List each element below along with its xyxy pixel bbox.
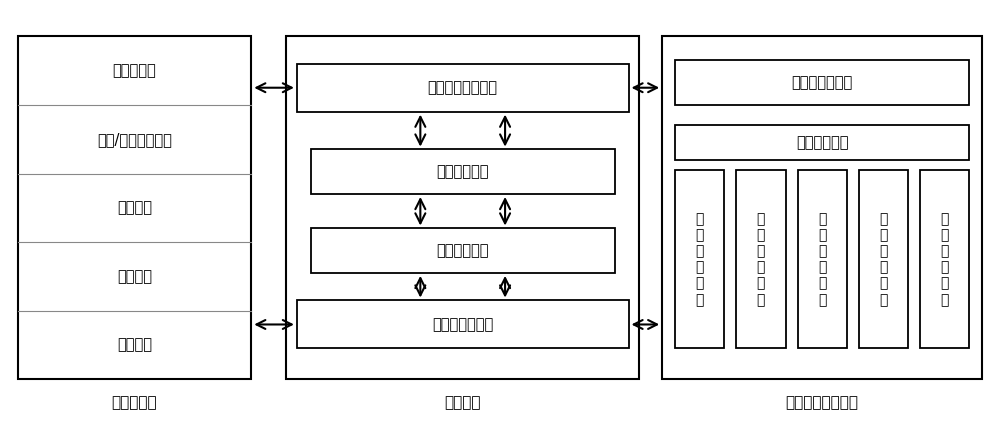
Bar [920, 170, 969, 349]
Bar [18, 36, 251, 379]
Text: 监控模式设置: 监控模式设置 [796, 135, 848, 150]
Text: 故障记录: 故障记录 [117, 338, 152, 353]
Text: 线程调度: 线程调度 [444, 395, 481, 410]
Text: 数
据
转
换
设
置: 数 据 转 换 设 置 [879, 212, 888, 307]
Text: 转
换
启
停
设
置: 转 换 启 停 设 置 [757, 212, 765, 307]
Text: 数据解析线程: 数据解析线程 [436, 164, 489, 179]
Bar [297, 301, 629, 349]
Bar [798, 170, 847, 349]
Text: 消息循环主线程: 消息循环主线程 [432, 317, 493, 332]
Text: 数据获取: 数据获取 [117, 269, 152, 284]
Bar [675, 60, 969, 105]
Bar [297, 64, 629, 112]
Text: 监
控
启
停
设
置: 监 控 启 停 设 置 [695, 212, 704, 307]
Text: 数
据
列
表
显
示: 数 据 列 表 显 示 [941, 212, 949, 307]
Bar [736, 170, 786, 349]
Text: 中断处理: 中断处理 [117, 200, 152, 215]
Bar [675, 170, 724, 349]
Text: 数据监控存储线程: 数据监控存储线程 [428, 80, 498, 95]
Text: 数
据
存
储
设
置: 数 据 存 储 设 置 [818, 212, 826, 307]
Bar [311, 150, 615, 194]
Bar [859, 170, 908, 349]
Text: 用户验证与管理: 用户验证与管理 [792, 75, 853, 90]
Bar [286, 36, 639, 379]
Text: 启动/停止接收控制: 启动/停止接收控制 [97, 132, 172, 147]
Bar [311, 229, 615, 273]
Text: 板卡初始化: 板卡初始化 [113, 63, 156, 78]
Text: 数据显示线程: 数据显示线程 [436, 243, 489, 258]
Bar [662, 36, 982, 379]
Text: 人机交互界面接口: 人机交互界面接口 [786, 395, 859, 410]
Text: 板卡接口类: 板卡接口类 [112, 395, 157, 410]
Bar [675, 126, 969, 160]
